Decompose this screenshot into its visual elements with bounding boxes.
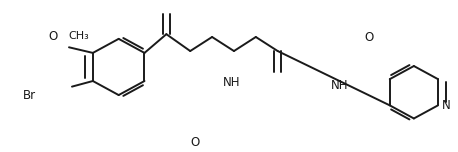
Text: O: O bbox=[49, 29, 58, 43]
Text: O: O bbox=[191, 136, 200, 149]
Text: NH: NH bbox=[331, 79, 348, 92]
Text: CH₃: CH₃ bbox=[68, 31, 89, 41]
Text: O: O bbox=[365, 31, 374, 44]
Text: Br: Br bbox=[23, 89, 36, 102]
Text: N: N bbox=[442, 99, 451, 112]
Text: NH: NH bbox=[223, 76, 241, 89]
